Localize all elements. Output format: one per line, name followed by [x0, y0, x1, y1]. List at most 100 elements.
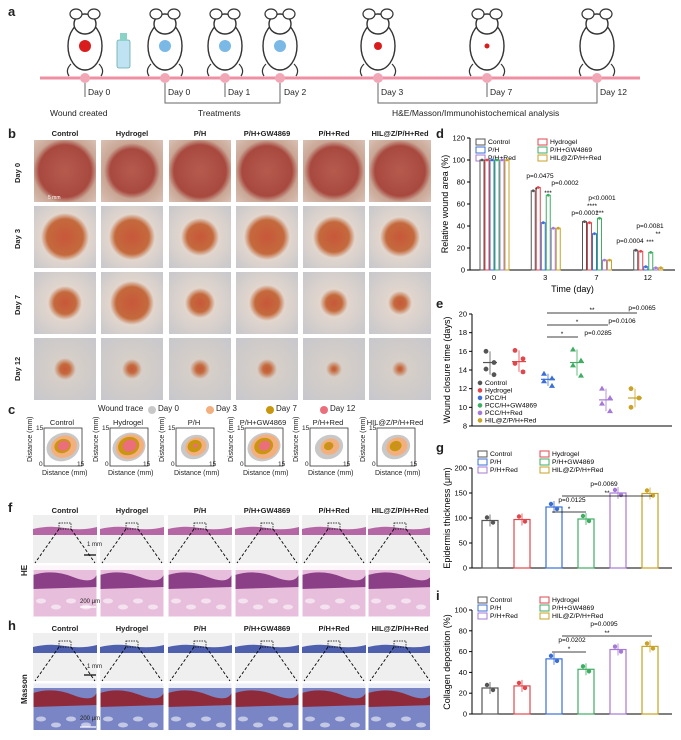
wound-photo [302, 337, 366, 401]
legend-marker [477, 403, 483, 408]
tissue-gap [66, 598, 76, 604]
zoom-box [393, 522, 407, 530]
trace-frame [43, 427, 83, 467]
zoom-line [101, 528, 127, 564]
wound-photo [168, 139, 232, 203]
trace-title: Wound trace [98, 404, 144, 413]
bar-point [598, 216, 601, 220]
wound-photo [302, 205, 366, 269]
tick-label: 0 [240, 461, 244, 468]
p-value-annotation: p=0.0106 [608, 318, 636, 325]
data-point [570, 362, 576, 368]
legend-swatch [539, 612, 550, 620]
mouse-icon [66, 8, 104, 77]
bar [577, 518, 595, 569]
wound-photo [302, 139, 366, 203]
data-point [512, 361, 518, 366]
y-tick-label: 0 [463, 564, 467, 573]
legend-label: Hydrogel [485, 387, 513, 394]
column-header: Control [51, 129, 79, 138]
y-tick-label: 0 [461, 266, 465, 275]
p-value-annotation: p=0.0001 [571, 210, 599, 217]
zoom-top [100, 565, 164, 570]
axis-label: Distance (mm) [93, 416, 100, 462]
he-tile [367, 515, 430, 618]
bar [641, 645, 659, 715]
zoom-frame [234, 564, 300, 618]
overview-image [368, 515, 430, 563]
overview-image [33, 633, 97, 681]
y-tick-label: 12 [459, 384, 467, 393]
overview-image [235, 515, 299, 563]
axis-label: Distance (mm) [243, 470, 289, 477]
p-value-annotation: p=0.0065 [628, 305, 656, 312]
tissue-gap [133, 598, 143, 604]
zoom-top [100, 683, 164, 688]
legend-label: P/H+GW4869 [550, 147, 592, 154]
legend-swatch [475, 138, 486, 146]
bar-point [593, 232, 596, 236]
zoom-frame [301, 682, 367, 730]
legend-swatch [475, 146, 486, 154]
zoom-line [369, 528, 395, 564]
wound-photo [33, 205, 97, 269]
overview-image [368, 633, 430, 681]
bar [489, 159, 495, 271]
tick-label: 15 [209, 461, 217, 468]
he-tile [99, 515, 165, 618]
trace-plot [109, 427, 149, 467]
data-point [484, 515, 490, 520]
column-header: Hydrogel [115, 129, 149, 138]
tissue-strip [33, 526, 97, 535]
legend-swatch [477, 604, 488, 612]
y-axis-label: Relative wound area (%) [440, 155, 450, 254]
bar [587, 222, 592, 271]
wound-created-label: Wound created [50, 108, 108, 118]
column-header: Hydrogel [115, 506, 149, 515]
tissue-gap [66, 716, 76, 722]
masson-tile [301, 633, 367, 730]
significance-stars: ** [604, 630, 610, 637]
significance-stars: * [576, 319, 579, 326]
legend-swatch [537, 138, 548, 146]
data-point [554, 506, 560, 512]
zoom-line [34, 646, 60, 682]
zoom-top [168, 565, 232, 570]
tick-label: 15 [369, 425, 377, 432]
he-row-label: HE [20, 564, 29, 576]
data-point [548, 653, 554, 659]
zoom-line [339, 528, 365, 564]
column-header: P/H [193, 624, 207, 633]
legend-swatch [320, 406, 328, 414]
trace-plot [244, 427, 284, 467]
bar-point [536, 186, 540, 189]
panel-letter-g: g [436, 440, 444, 455]
y-tick-label: 14 [459, 366, 467, 375]
timeline-dot [80, 73, 90, 83]
trace-frame [376, 427, 416, 467]
tissue-gap [51, 604, 61, 610]
tissue-strip [168, 644, 232, 653]
tissue-gap [238, 598, 248, 604]
tick-label: 15 [343, 461, 351, 468]
data-point [586, 669, 592, 674]
wound-photo [168, 271, 232, 335]
data-point [541, 378, 547, 384]
bar [499, 159, 505, 271]
tissue-gap [186, 604, 196, 610]
wound-photo [235, 139, 299, 203]
timeline-graphic [40, 8, 640, 104]
trace-shape [122, 439, 137, 452]
masson-tile [99, 633, 165, 730]
data-point [484, 682, 490, 688]
legend-swatch [477, 458, 488, 466]
zoom-line [272, 528, 298, 564]
timeline-day-label: Day 2 [284, 87, 307, 97]
zoom-top [302, 683, 366, 688]
tissue-gap [268, 598, 278, 604]
wound-photo [368, 337, 432, 401]
tissue-gap [171, 716, 181, 722]
x-tick-label: 0 [492, 273, 496, 282]
axis-label: Distance (mm) [375, 470, 421, 477]
